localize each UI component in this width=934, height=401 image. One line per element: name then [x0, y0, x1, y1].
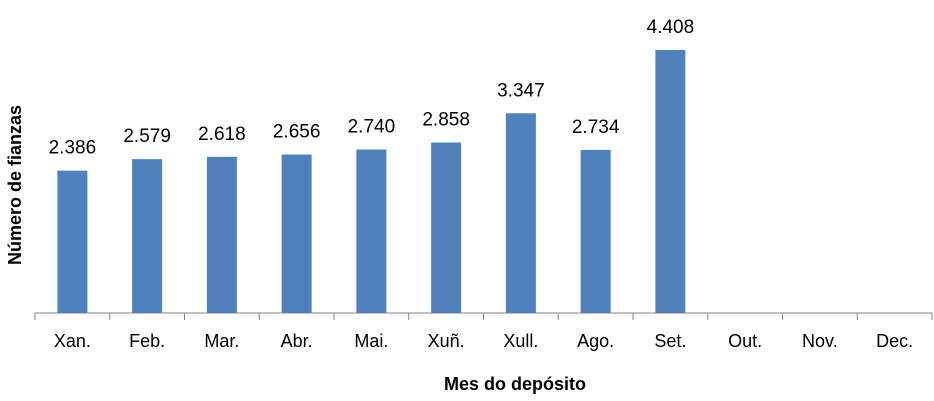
data-label: 2.386	[49, 138, 97, 159]
x-tick-label: Ago.	[577, 331, 614, 351]
bar	[505, 113, 536, 313]
x-tick-label: Set.	[654, 331, 686, 351]
bar	[132, 159, 163, 313]
data-label: 2.579	[123, 126, 171, 147]
x-tick-label: Dec.	[876, 331, 913, 351]
x-tick-label: Xuñ.	[428, 331, 465, 351]
x-tick-label: Abr.	[281, 331, 313, 351]
bar	[356, 149, 387, 313]
bar	[580, 149, 611, 313]
x-tick-label: Mai.	[354, 331, 388, 351]
y-axis-title: Número de fianzas	[5, 105, 25, 265]
x-tick-label: Out.	[728, 331, 762, 351]
bar	[655, 50, 686, 313]
bar	[431, 142, 462, 313]
data-label: 3.347	[497, 80, 545, 101]
x-tick-label: Feb.	[129, 331, 165, 351]
data-label: 2.858	[422, 109, 470, 130]
data-label: 2.656	[273, 122, 321, 143]
x-tick-label: Mar.	[204, 331, 239, 351]
bar	[206, 156, 237, 313]
bar	[281, 154, 312, 313]
x-tick-label: Nov.	[802, 331, 838, 351]
x-tick-label: Xan.	[54, 331, 91, 351]
data-label: 2.618	[198, 124, 246, 145]
data-label: 2.740	[348, 117, 396, 138]
data-label: 2.734	[572, 117, 620, 138]
x-axis-title: Mes do depósito	[444, 374, 586, 394]
data-label: 4.408	[647, 17, 695, 38]
x-tick-label: Xull.	[503, 331, 538, 351]
bar	[57, 170, 88, 313]
